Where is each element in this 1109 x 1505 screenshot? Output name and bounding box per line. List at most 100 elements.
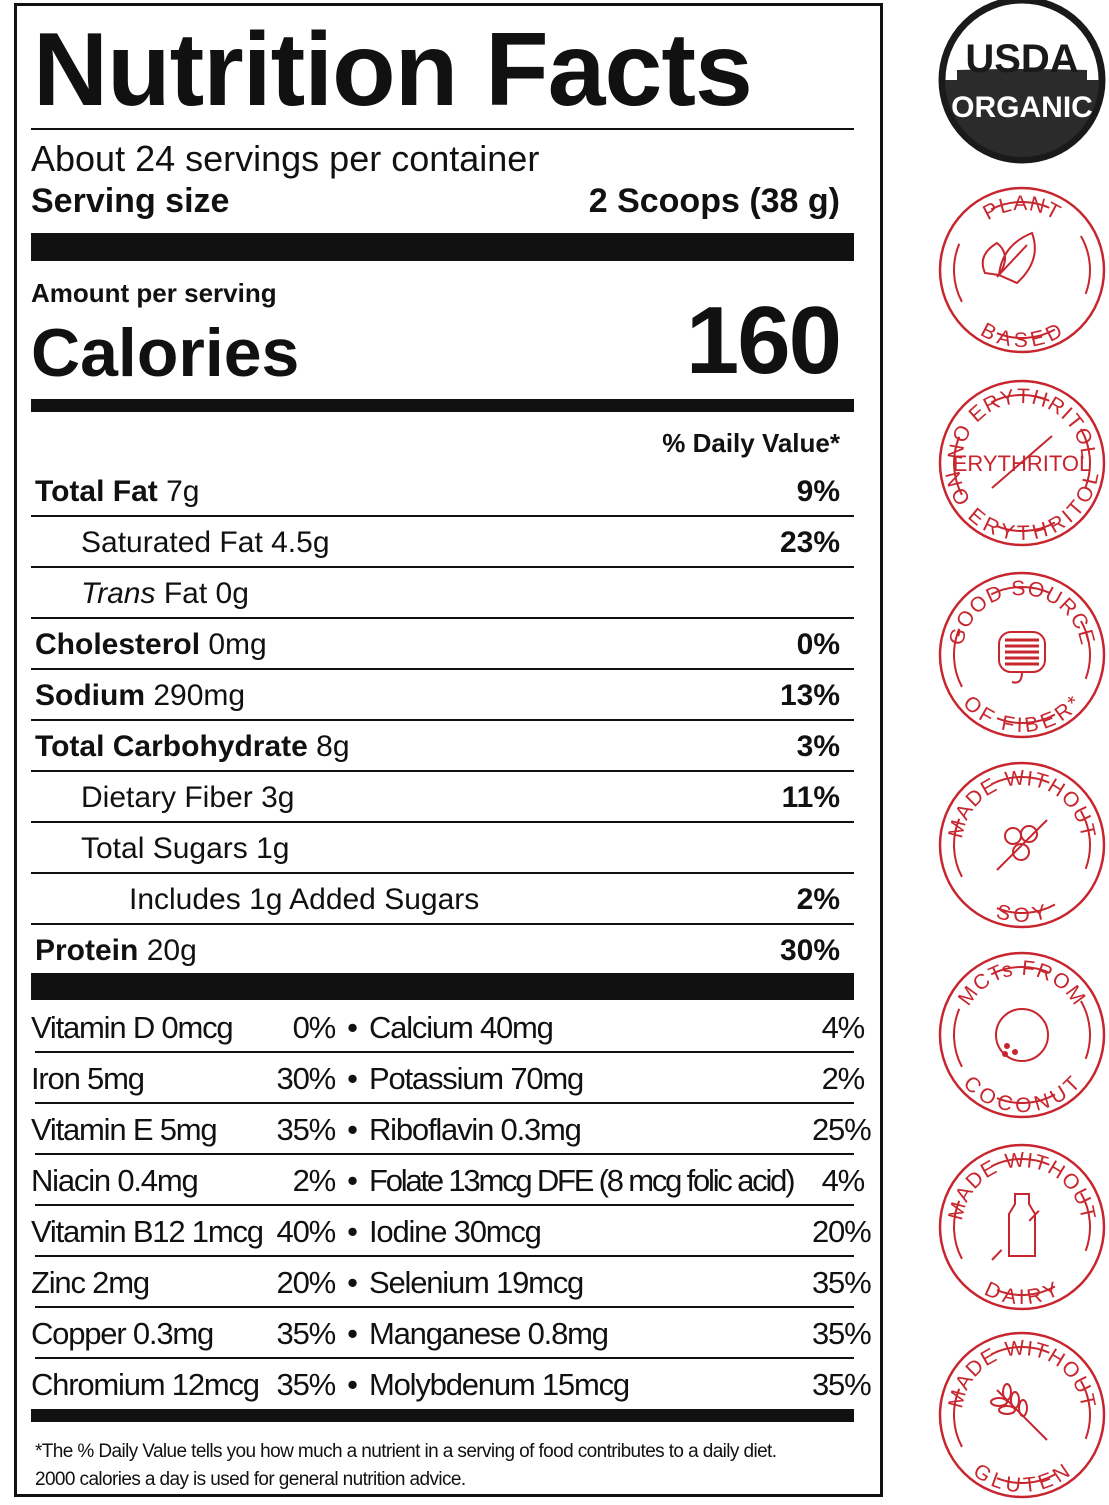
crossed-out-icon bbox=[991, 435, 1053, 489]
nutrient-row: Includes 1g Added Sugars 2% bbox=[31, 874, 854, 925]
vitamin-daily-value: 35% bbox=[812, 1315, 872, 1351]
vitamin-name: Zinc 2mg bbox=[31, 1264, 150, 1300]
intestine-icon bbox=[998, 631, 1046, 684]
vitamin-name: Vitamin D 0mcg bbox=[31, 1009, 234, 1045]
vitamin-name: Selenium 19mcg bbox=[369, 1264, 584, 1300]
label-title: Nutrition Facts bbox=[33, 12, 753, 128]
amount-per-serving: Amount per serving bbox=[31, 278, 277, 308]
divider bbox=[35, 1255, 854, 1257]
badge-top-text: MCTs FROM bbox=[954, 957, 1090, 1010]
vitamin-row: Zinc 2mg 20% • Selenium 19mcg 35% bbox=[31, 1257, 872, 1308]
nutrient-amount: 0g bbox=[215, 576, 249, 610]
nutrient-row: Saturated Fat 4.5g 23% bbox=[31, 517, 854, 568]
serving-size-value: 2 Scoops (38 g) bbox=[588, 182, 840, 220]
nutrient-row: Total Carbohydrate 8g 3% bbox=[31, 721, 854, 772]
nutrient-amount: 20g bbox=[146, 933, 197, 967]
bullet: • bbox=[347, 1111, 358, 1147]
nutrient-daily-value: 13% bbox=[779, 678, 840, 712]
vitamin-daily-value: 25% bbox=[812, 1111, 872, 1147]
bullet: • bbox=[347, 1315, 358, 1351]
vitamin-name: Vitamin E 5mg bbox=[31, 1111, 218, 1147]
nutrient-amount: 290mg bbox=[153, 678, 246, 712]
vitamin-name: Chromium 12mcg bbox=[31, 1366, 260, 1402]
vitamin-row: Niacin 0.4mg 2% • Folate 13mcg DFE (8 mcg f… bbox=[31, 1155, 868, 1206]
nutrient-name: Cholesterol 0mg bbox=[35, 628, 267, 662]
vitamin-row: Vitamin E 5mg 35% • Riboflavin 0.3mg 25% bbox=[31, 1104, 872, 1155]
bullet: • bbox=[347, 1366, 358, 1402]
nutrition-facts-label: Nutrition Facts About 24 servings per co… bbox=[14, 3, 883, 1497]
bullet: • bbox=[347, 1060, 358, 1096]
nutrient-label: Total Sugars bbox=[81, 831, 248, 865]
nutrient-amount: 0mg bbox=[208, 627, 267, 661]
nutrient-label: Total Fat bbox=[35, 474, 158, 508]
nutrient-label: Dietary Fiber bbox=[81, 780, 253, 814]
vitamin-row: Vitamin B12 1mcg 40% • Iodine 30mcg 20% bbox=[31, 1206, 872, 1257]
nutrient-name: Sodium 290mg bbox=[35, 679, 245, 713]
thick-divider bbox=[31, 233, 854, 261]
nutrient-row: Total Fat 7g 9% bbox=[31, 466, 854, 517]
nutrient-daily-value: 23% bbox=[779, 525, 840, 559]
nutrient-amount: 4.5g bbox=[271, 525, 330, 559]
vitamin-name: Niacin 0.4mg bbox=[31, 1162, 199, 1198]
vitamin-daily-value: 2% bbox=[292, 1162, 337, 1198]
divider bbox=[31, 668, 854, 670]
serving-size-label: Serving size bbox=[31, 182, 230, 220]
nutrient-name: Saturated Fat 4.5g bbox=[81, 526, 330, 560]
vitamin-name: Manganese 0.8mg bbox=[369, 1315, 609, 1351]
nutrient-row: Trans Fat 0g bbox=[31, 568, 854, 619]
vitamin-daily-value: 20% bbox=[276, 1264, 337, 1300]
divider bbox=[31, 566, 854, 568]
milk-bottle-icon bbox=[991, 1193, 1053, 1261]
nutrient-amount: 1g bbox=[256, 831, 290, 865]
nutrient-name: Total Fat 7g bbox=[35, 475, 200, 509]
daily-value-header: % Daily Value* bbox=[662, 428, 840, 458]
nutrient-label: Total Carbohydrate bbox=[35, 729, 308, 763]
badge-of-fiber-: GOOD SOURCE OF FIBER* bbox=[937, 570, 1107, 740]
badge-dairy: MADE WITHOUT DAIRY bbox=[937, 1142, 1107, 1312]
vitamin-daily-value: 35% bbox=[812, 1366, 872, 1402]
nutrient-label: Cholesterol bbox=[35, 627, 201, 661]
nutrient-daily-value: 9% bbox=[796, 474, 840, 508]
divider bbox=[35, 1102, 854, 1104]
vitamin-name: Folate 13mcg DFE (8 mcg folic acid) bbox=[369, 1162, 796, 1198]
nutrient-daily-value: 3% bbox=[796, 729, 840, 763]
vitamin-daily-value: 35% bbox=[276, 1315, 337, 1351]
vitamin-name: Riboflavin 0.3mg bbox=[369, 1111, 582, 1147]
nutrient-daily-value: 0% bbox=[796, 627, 840, 661]
nutrient-amount: 3g bbox=[261, 780, 295, 814]
nutrient-daily-value: 2% bbox=[796, 882, 840, 916]
vitamin-daily-value: 35% bbox=[276, 1111, 337, 1147]
coconut-icon bbox=[995, 1008, 1049, 1062]
divider bbox=[35, 1306, 854, 1308]
usda-text: USDA bbox=[965, 37, 1078, 81]
nutrient-name: Total Sugars 1g bbox=[81, 832, 289, 866]
nutrient-name: Total Carbohydrate 8g bbox=[35, 730, 350, 764]
badge-bottom-text: OF FIBER* bbox=[958, 691, 1086, 737]
bullet: • bbox=[347, 1009, 358, 1045]
medium-divider bbox=[31, 399, 854, 412]
divider bbox=[31, 872, 854, 874]
divider bbox=[31, 821, 854, 823]
divider bbox=[35, 1153, 854, 1155]
vitamin-name: Calcium 40mg bbox=[369, 1009, 554, 1045]
badge-top-text: NO ERYTHRITOL bbox=[944, 385, 1100, 461]
nutrient-amount: 7g bbox=[166, 474, 200, 508]
vitamin-row: Chromium 12mcg 35% • Molybdenum 15mcg 35% bbox=[31, 1359, 872, 1410]
vitamin-daily-value: 35% bbox=[812, 1264, 872, 1300]
nutrient-label: Trans bbox=[81, 576, 156, 610]
thick-divider bbox=[31, 973, 854, 1000]
footnote: *The % Daily Value tells you how much a … bbox=[35, 1438, 777, 1494]
nutrient-row: Dietary Fiber 3g 11% bbox=[31, 772, 854, 823]
divider bbox=[35, 1204, 854, 1206]
divider bbox=[31, 923, 854, 925]
vitamin-name: Molybdenum 15mcg bbox=[369, 1366, 630, 1402]
badge-top-text: GOOD SOURCE bbox=[945, 577, 1099, 648]
nutrient-label: Saturated Fat bbox=[81, 525, 263, 559]
nutrient-name: Includes 1g Added Sugars bbox=[129, 883, 479, 917]
nutrient-row: Protein 20g 30% bbox=[31, 925, 854, 976]
bullet: • bbox=[347, 1213, 358, 1249]
footnote-line: *The % Daily Value tells you how much a … bbox=[35, 1441, 777, 1462]
badge-top-text: PLANT bbox=[979, 192, 1065, 225]
leaf-icon bbox=[981, 231, 1036, 285]
badge-no-erythritol: NO ERYTHRITOL NO ERYTHRITOL ERYTHRITOL bbox=[937, 378, 1107, 548]
